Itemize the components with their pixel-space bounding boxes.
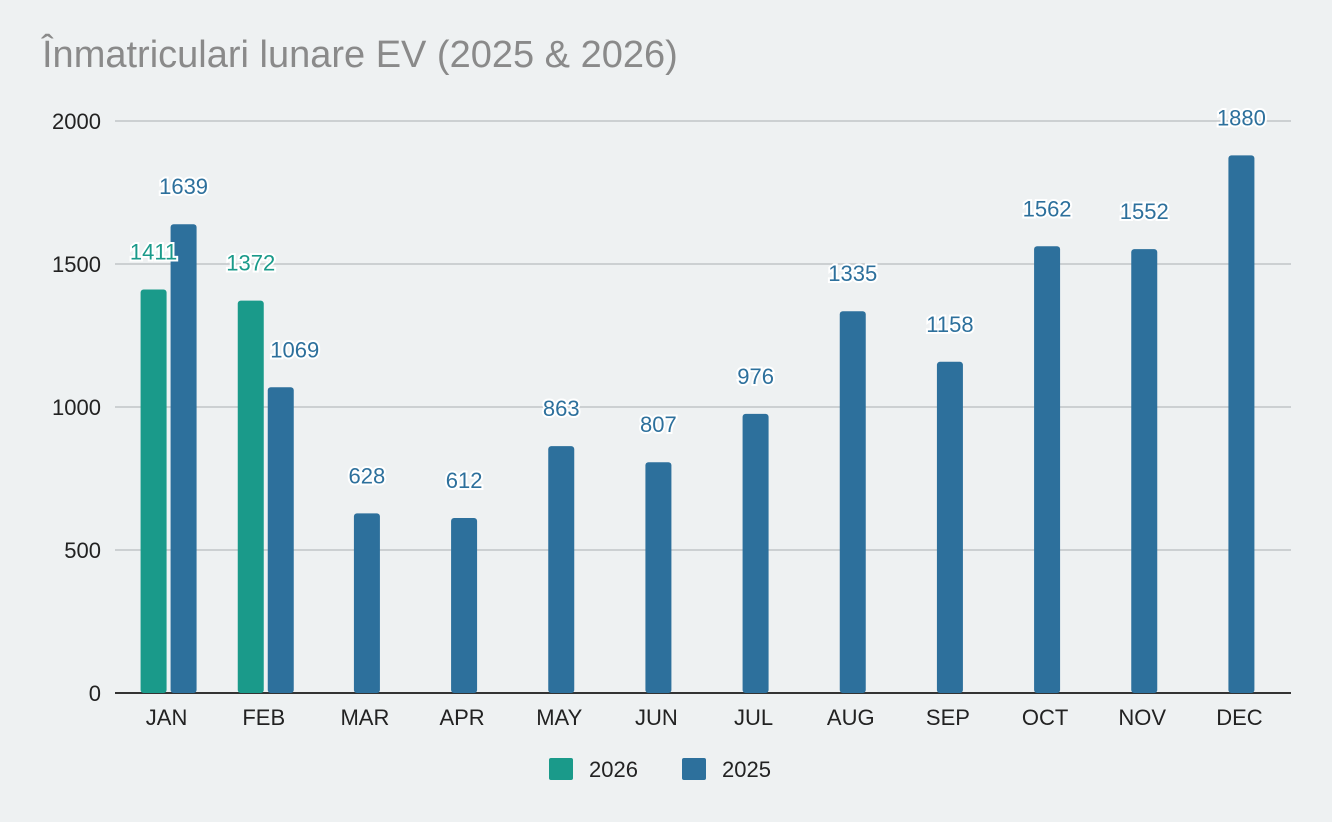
y-tick-label: 1000 xyxy=(52,395,101,420)
bar-2025 xyxy=(1131,249,1158,694)
data-label-2025: 1552 xyxy=(1120,199,1169,224)
x-tick-label: OCT xyxy=(1022,705,1068,730)
bars xyxy=(140,155,1255,694)
legend-label-2025: 2025 xyxy=(722,757,771,782)
legend-swatch-2026 xyxy=(549,758,573,780)
x-tick-label: AUG xyxy=(827,705,875,730)
data-label-2025: 1335 xyxy=(828,261,877,286)
bar-2025 xyxy=(548,446,575,693)
x-tick-label: JUL xyxy=(734,705,773,730)
data-label-2025: 1639 xyxy=(159,174,208,199)
bar-2025 xyxy=(1228,155,1255,693)
bar-2025 xyxy=(353,513,380,693)
data-labels: 1411 1639 1372 1069 628 612 863 807 976 1335 1158 1… xyxy=(128,103,1268,495)
x-tick-label: MAR xyxy=(340,705,389,730)
data-label-2025: 1880 xyxy=(1217,105,1266,130)
y-tick-label: 2000 xyxy=(52,109,101,134)
x-tick-label: NOV xyxy=(1118,705,1166,730)
x-tick-label: SEP xyxy=(926,705,970,730)
y-tick-label: 0 xyxy=(89,681,101,706)
legend: 2026 2025 xyxy=(549,757,771,782)
x-tick-label: JUN xyxy=(635,705,678,730)
bar-2025 xyxy=(936,361,963,693)
data-label-2025: 628 xyxy=(349,463,386,488)
y-tick-label: 500 xyxy=(64,538,101,563)
x-axis-ticks: JAN FEB MAR APR MAY JUN JUL AUG SEP OCT NOV DEC xyxy=(146,705,1263,730)
x-tick-label: MAY xyxy=(536,705,582,730)
data-label-2025: 612 xyxy=(446,468,483,493)
legend-label-2026: 2026 xyxy=(589,757,638,782)
chart-title: Înmatriculari lunare EV (2025 & 2026) xyxy=(42,34,678,76)
bar-2025 xyxy=(742,413,769,693)
data-label-2025: 1562 xyxy=(1023,196,1072,221)
data-label-2025: 863 xyxy=(543,396,580,421)
data-label-2026: 1411 xyxy=(130,239,177,264)
legend-swatch-2025 xyxy=(682,758,706,780)
data-label-2025: 807 xyxy=(640,412,677,437)
bar-2025 xyxy=(839,311,866,693)
data-label-2025: 1158 xyxy=(926,312,973,337)
x-tick-label: DEC xyxy=(1216,705,1263,730)
y-tick-label: 1500 xyxy=(52,252,101,277)
bar-2025 xyxy=(170,224,197,693)
data-label-2026: 1372 xyxy=(226,251,275,276)
bar-2026 xyxy=(237,300,264,693)
x-tick-label: APR xyxy=(439,705,484,730)
data-label-2025: 1069 xyxy=(270,337,319,362)
bar-2026 xyxy=(140,289,167,693)
bar-2025 xyxy=(1034,246,1061,693)
bar-2025 xyxy=(451,517,478,693)
x-tick-label: FEB xyxy=(242,705,285,730)
data-label-2025: 976 xyxy=(737,364,774,389)
bar-2025 xyxy=(267,387,294,693)
gridlines xyxy=(115,120,1291,694)
bar-2025 xyxy=(645,462,672,693)
y-axis-ticks: 0 500 1000 1500 2000 xyxy=(52,109,101,706)
x-tick-label: JAN xyxy=(146,705,188,730)
